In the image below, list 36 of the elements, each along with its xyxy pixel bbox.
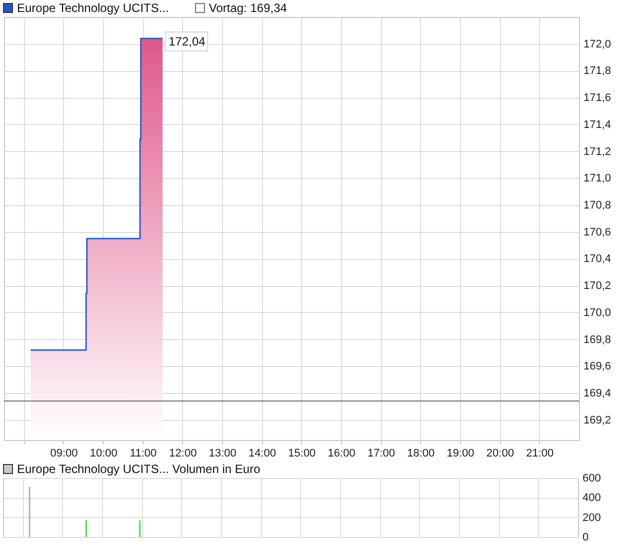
y-tick-label: 0 — [582, 532, 589, 544]
x-tick-label: 18:00 — [407, 448, 435, 460]
y-tick-label: 169,6 — [584, 360, 612, 373]
x-tick-label: 17:00 — [367, 448, 395, 460]
y-tick-label: 171,0 — [584, 172, 612, 185]
x-tick-label: 14:00 — [248, 448, 276, 460]
y-tick-label: 200 — [582, 512, 601, 524]
x-tick-label: 15:00 — [288, 448, 316, 460]
legend-label: Europe Technology UCITS... — [17, 0, 169, 16]
x-tick-label: 19:00 — [446, 448, 474, 460]
x-tick-label: 10:00 — [90, 448, 118, 460]
legend-label: Vortag: 169,34 — [208, 0, 287, 16]
series-label: Europe Technology UCITS... Volumen in Euro — [17, 461, 260, 477]
y-tick-label: 170,6 — [584, 226, 612, 238]
x-tick-label: 16:00 — [328, 448, 356, 460]
y-tick-label: 400 — [582, 492, 601, 504]
y-tick-label: 170,4 — [584, 253, 612, 266]
y-tick-label: 169,8 — [584, 334, 612, 346]
y-tick-label: 600 — [582, 472, 601, 484]
annotation: 172,04 — [168, 34, 206, 48]
x-tick-label: 20:00 — [486, 448, 514, 460]
x-tick-label: 12:00 — [169, 448, 197, 460]
y-tick-label: 170,8 — [584, 200, 612, 212]
y-tick-label: 171,8 — [584, 65, 612, 78]
x-tick-label: 21:00 — [526, 448, 554, 460]
x-tick-label: 11:00 — [130, 448, 157, 460]
y-tick-label: 171,6 — [584, 92, 612, 104]
x-tick-label: 09:00 — [50, 448, 78, 460]
y-tick-label: 172,0 — [584, 38, 612, 50]
y-tick-label: 170,2 — [584, 280, 612, 292]
y-tick-label: 169,4 — [584, 388, 612, 400]
y-tick-label: 171,2 — [584, 146, 612, 158]
y-tick-label: 170,0 — [584, 306, 612, 319]
y-tick-label: 171,4 — [584, 118, 612, 131]
x-tick-label: 13:00 — [208, 448, 236, 460]
y-tick-label: 169,2 — [584, 414, 612, 426]
